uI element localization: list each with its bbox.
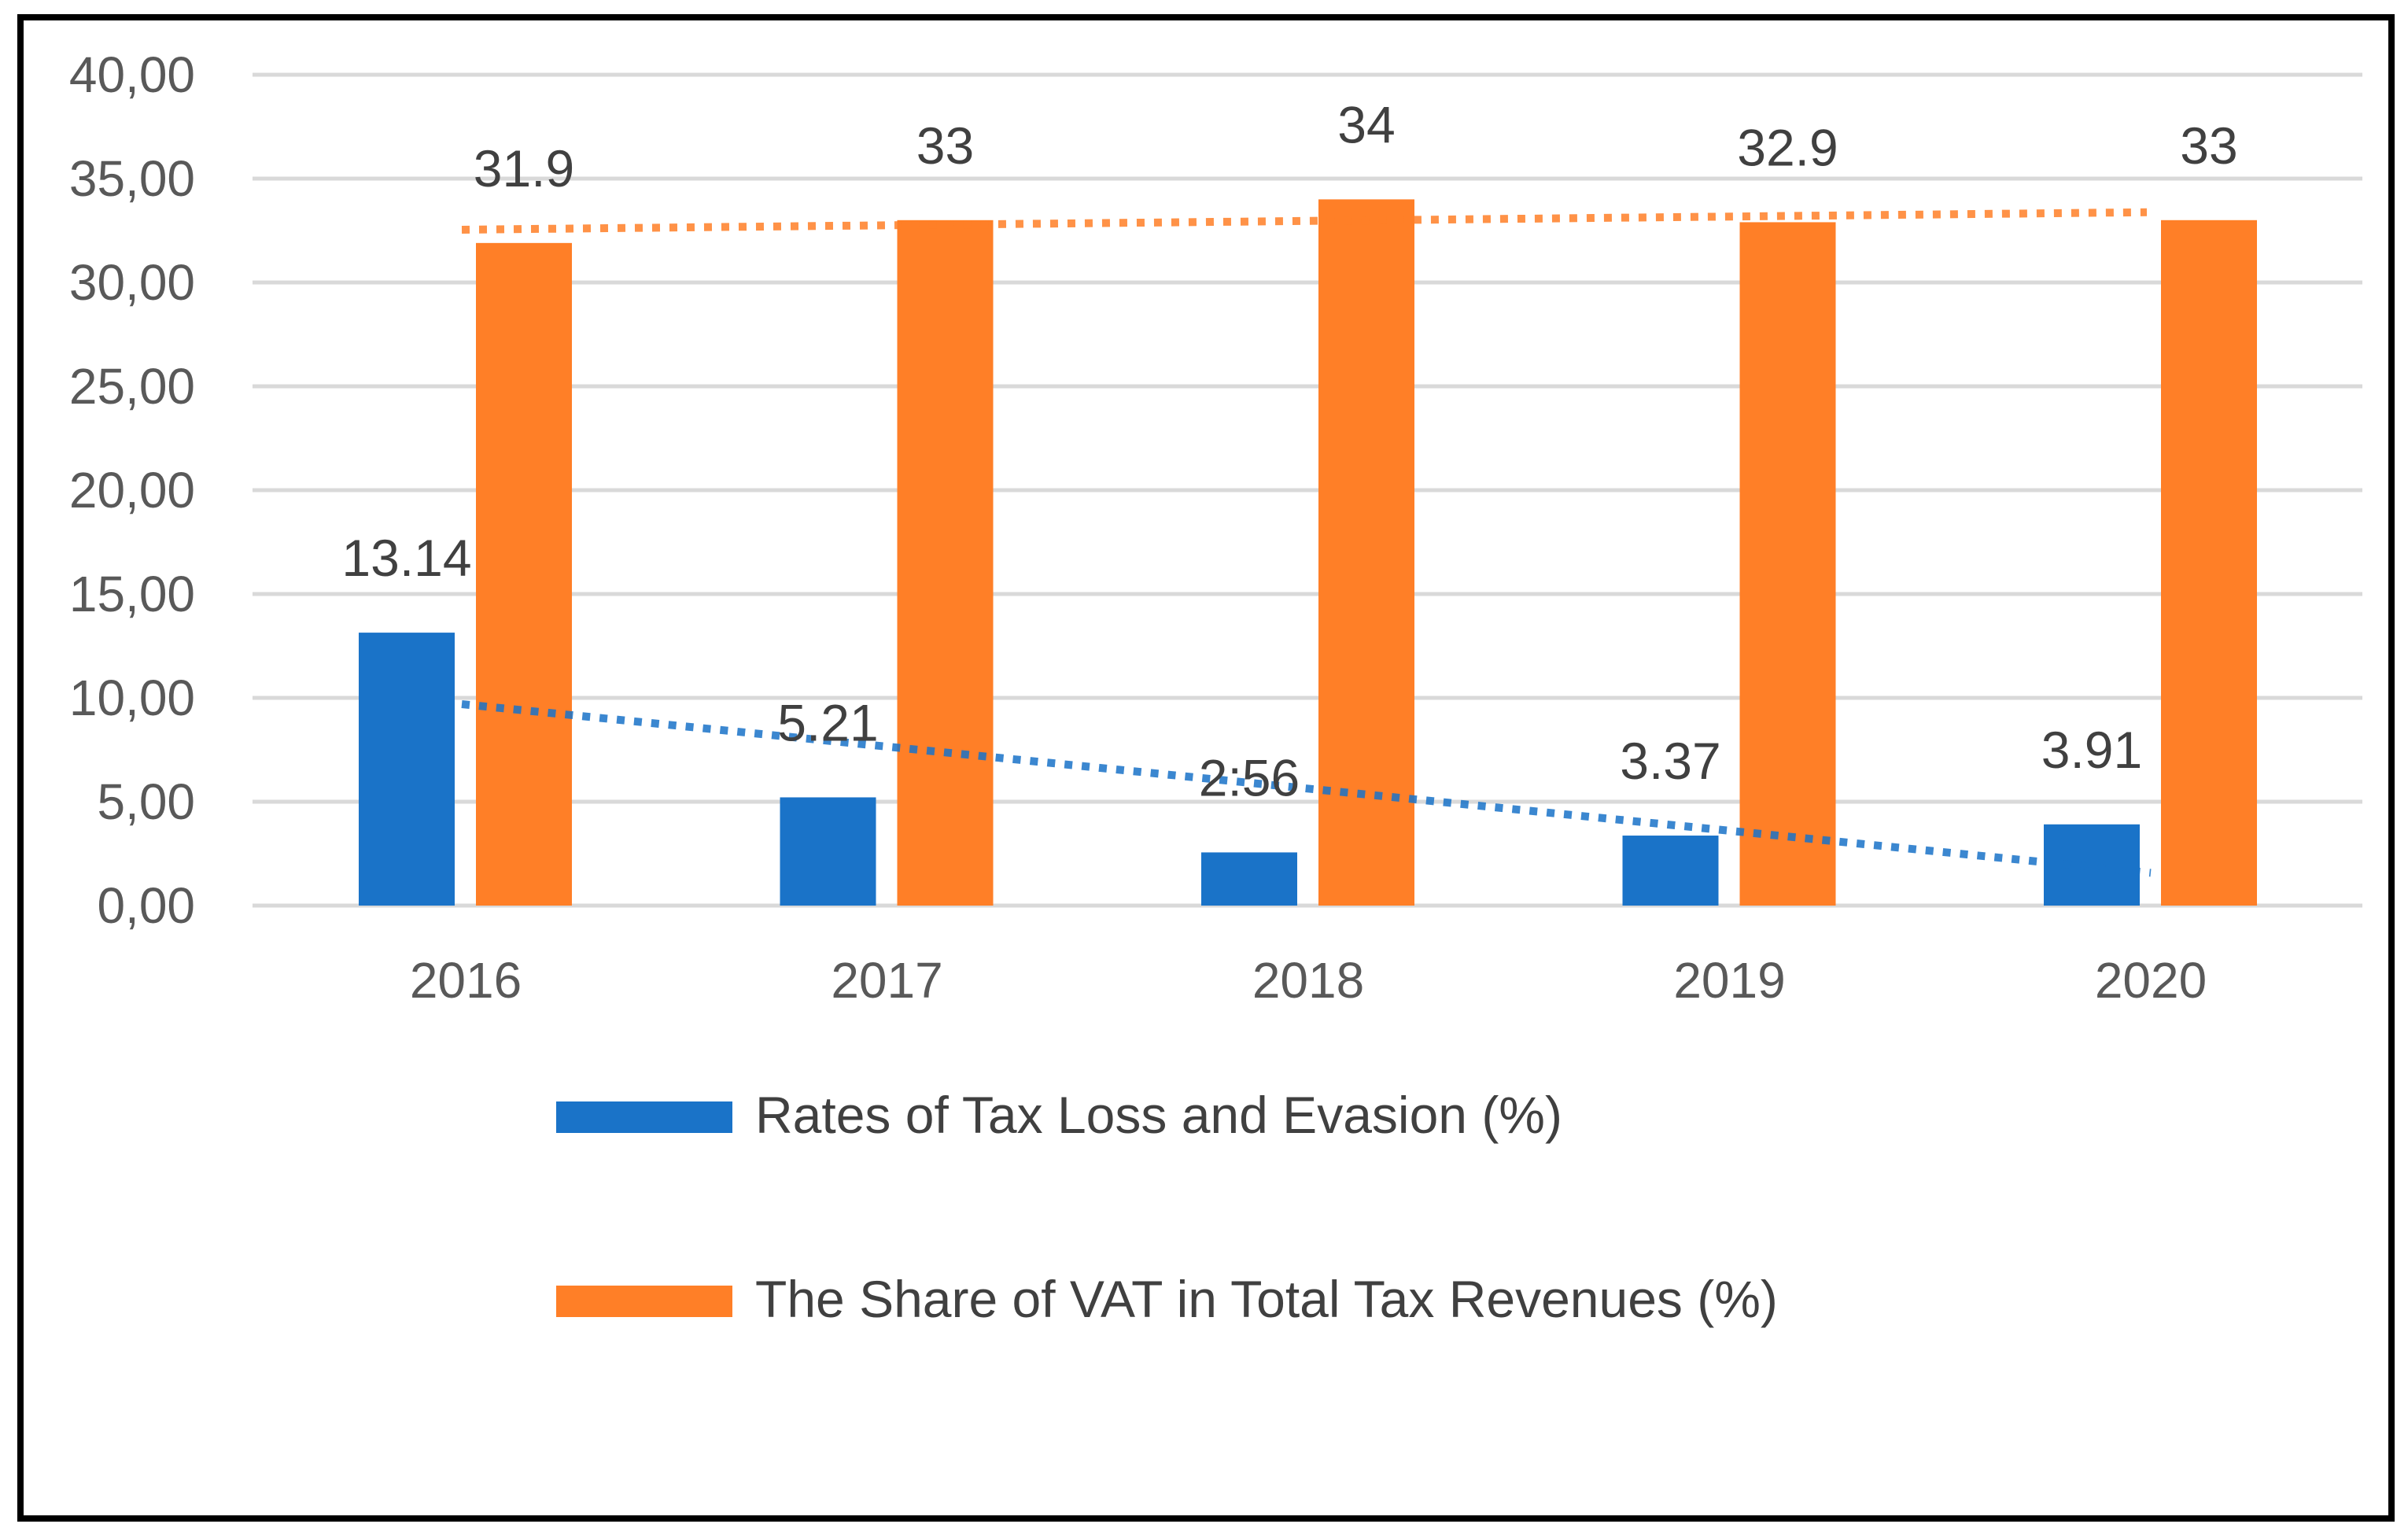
x-tick-label: 2016 (410, 952, 522, 1009)
data-label: 31.9 (474, 139, 574, 197)
x-tick-label: 2019 (1673, 952, 1785, 1009)
data-label: 2:56 (1199, 748, 1300, 806)
bar-vat-share (1739, 222, 1836, 906)
legend-swatch-tax-loss (556, 1101, 732, 1133)
data-label: 32.9 (1737, 118, 1838, 176)
y-tick-label: 5,00 (97, 773, 195, 830)
x-tick-label: 2017 (831, 952, 942, 1009)
data-label: 3.37 (1620, 732, 1720, 790)
y-tick-label: 15,00 (69, 566, 195, 622)
bar-vat-share (897, 220, 994, 906)
legend-label: Rates of Tax Loss and Evasion (%) (755, 1086, 1562, 1144)
bar-vat-share (2161, 220, 2257, 906)
x-tick-label: 2018 (1252, 952, 1364, 1009)
data-label: 5.21 (777, 693, 878, 751)
y-tick-label: 10,00 (69, 670, 195, 726)
y-tick-label: 30,00 (69, 254, 195, 311)
legend-swatch-vat-share (556, 1286, 732, 1317)
trendline-tax-loss (461, 699, 2152, 877)
chart-frame (17, 14, 2395, 1522)
y-tick-label: 0,00 (97, 877, 195, 934)
y-tick-label: 25,00 (69, 358, 195, 415)
data-label: 3.91 (2041, 721, 2142, 779)
data-label: 34 (1337, 95, 1395, 153)
data-label: 13.14 (341, 529, 471, 587)
y-tick-label: 35,00 (69, 150, 195, 207)
y-tick-label: 20,00 (69, 462, 195, 518)
bar-tax-loss (1622, 836, 1719, 906)
x-tick-label: 2020 (2095, 952, 2207, 1009)
bar-tax-loss (2044, 824, 2140, 906)
bar-tax-loss (780, 797, 876, 906)
bar-tax-loss (1201, 852, 1297, 906)
y-tick-label: 40,00 (69, 46, 195, 103)
bar-vat-share (476, 242, 572, 906)
data-label: 33 (916, 116, 974, 175)
data-label: 33 (2180, 116, 2237, 175)
bar-tax-loss (359, 633, 455, 906)
bar-vat-share (1318, 199, 1414, 906)
legend-label: The Share of VAT in Total Tax Revenues (… (755, 1270, 1778, 1328)
trendline-vat-share (461, 208, 2148, 234)
